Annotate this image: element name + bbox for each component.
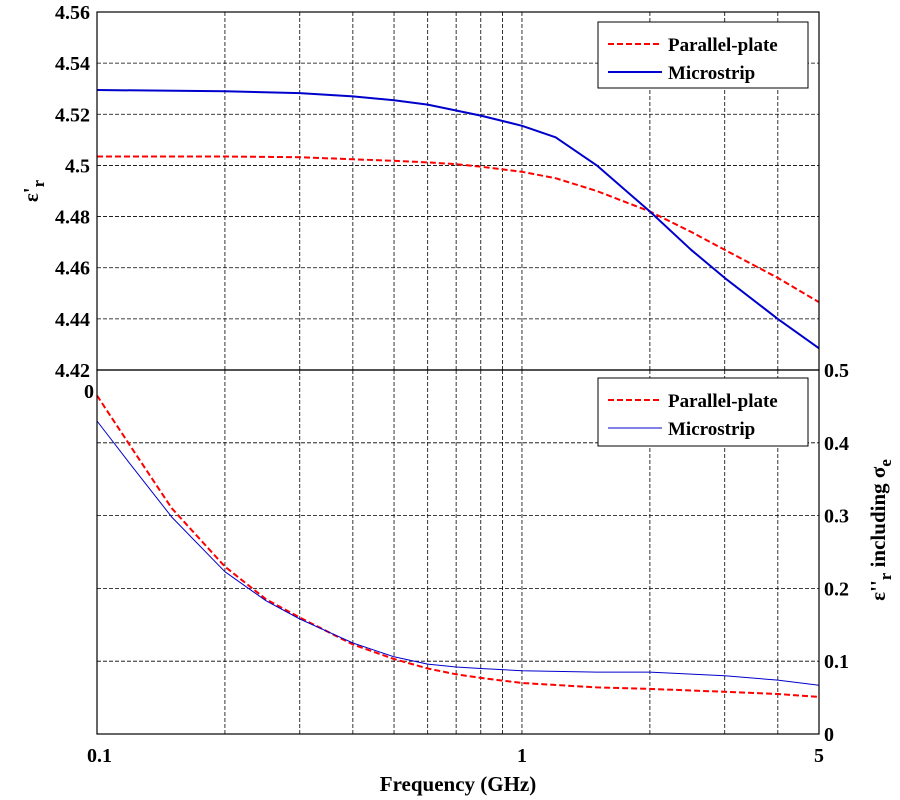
top-legend-label-parallel-plate: Parallel-plate xyxy=(668,35,778,56)
x-tick-label: 5 xyxy=(814,745,824,767)
bottom-y-tick-label: 0 xyxy=(824,724,834,746)
bottom-legend-label-microstrip: Microstrip xyxy=(668,419,755,440)
top-legend-label-microstrip: Microstrip xyxy=(668,63,755,84)
bottom-y-tick-label: 0.2 xyxy=(824,578,849,600)
bottom-series-lines xyxy=(96,394,820,698)
top-y-tick-labels: 4.42 4.44 4.46 4.48 4.5 4.52 4.54 4.56 xyxy=(55,2,90,382)
top-y-tick-label: 4.56 xyxy=(55,2,90,24)
top-series-microstrip xyxy=(96,89,820,350)
top-y-tick-label: 4.46 xyxy=(55,258,90,280)
bottom-y-axis-label: ε''r including σe xyxy=(866,459,895,601)
x-axis-label: Frequency (GHz) xyxy=(380,772,537,796)
bottom-series-parallel-plate xyxy=(96,394,820,698)
top-y-tick-label: 4.5 xyxy=(65,155,90,177)
bottom-plot-frame xyxy=(96,369,820,735)
top-legend: Parallel-plate Microstrip xyxy=(597,21,809,89)
bottom-legend-box xyxy=(597,377,809,447)
top-y-tick-label: 4.42 xyxy=(55,360,90,382)
top-chart: 4.42 4.44 4.46 4.48 4.5 4.52 4.54 4.56 ε'r Para… xyxy=(19,2,820,382)
bottom-left-zero-label: 0 xyxy=(84,381,94,403)
top-y-tick-label: 4.48 xyxy=(55,207,90,229)
bottom-y-tick-label: 0.4 xyxy=(824,433,849,455)
top-legend-box xyxy=(597,21,809,89)
bottom-series-microstrip xyxy=(96,420,820,686)
bottom-legend-label-parallel-plate: Parallel-plate xyxy=(668,391,778,412)
top-series-parallel-plate xyxy=(97,155,820,304)
bottom-y-tick-labels: 0 0.1 0.2 0.3 0.4 0.5 xyxy=(824,360,849,746)
bottom-x-tick-labels: 0.1 1 5 xyxy=(87,745,824,767)
x-tick-label: 1 xyxy=(517,745,527,767)
x-tick-label: 0.1 xyxy=(87,745,112,767)
top-y-tick-label: 4.52 xyxy=(55,104,90,126)
bottom-y-tick-label: 0.5 xyxy=(824,360,849,382)
top-y-tick-label: 4.54 xyxy=(55,53,90,75)
top-y-tick-label: 4.44 xyxy=(55,309,90,331)
bottom-chart: 0 0.1 0.2 0.3 0.4 0.5 0.1 1 5 0 Frequency (GHz)… xyxy=(84,360,895,796)
bottom-y-tick-label: 0.1 xyxy=(824,651,849,673)
top-y-axis-label: ε'r xyxy=(19,179,48,202)
bottom-grid xyxy=(97,370,819,734)
top-series-lines xyxy=(96,89,820,350)
bottom-legend: Parallel-plate Microstrip xyxy=(597,377,809,447)
bottom-y-tick-label: 0.3 xyxy=(824,506,849,528)
